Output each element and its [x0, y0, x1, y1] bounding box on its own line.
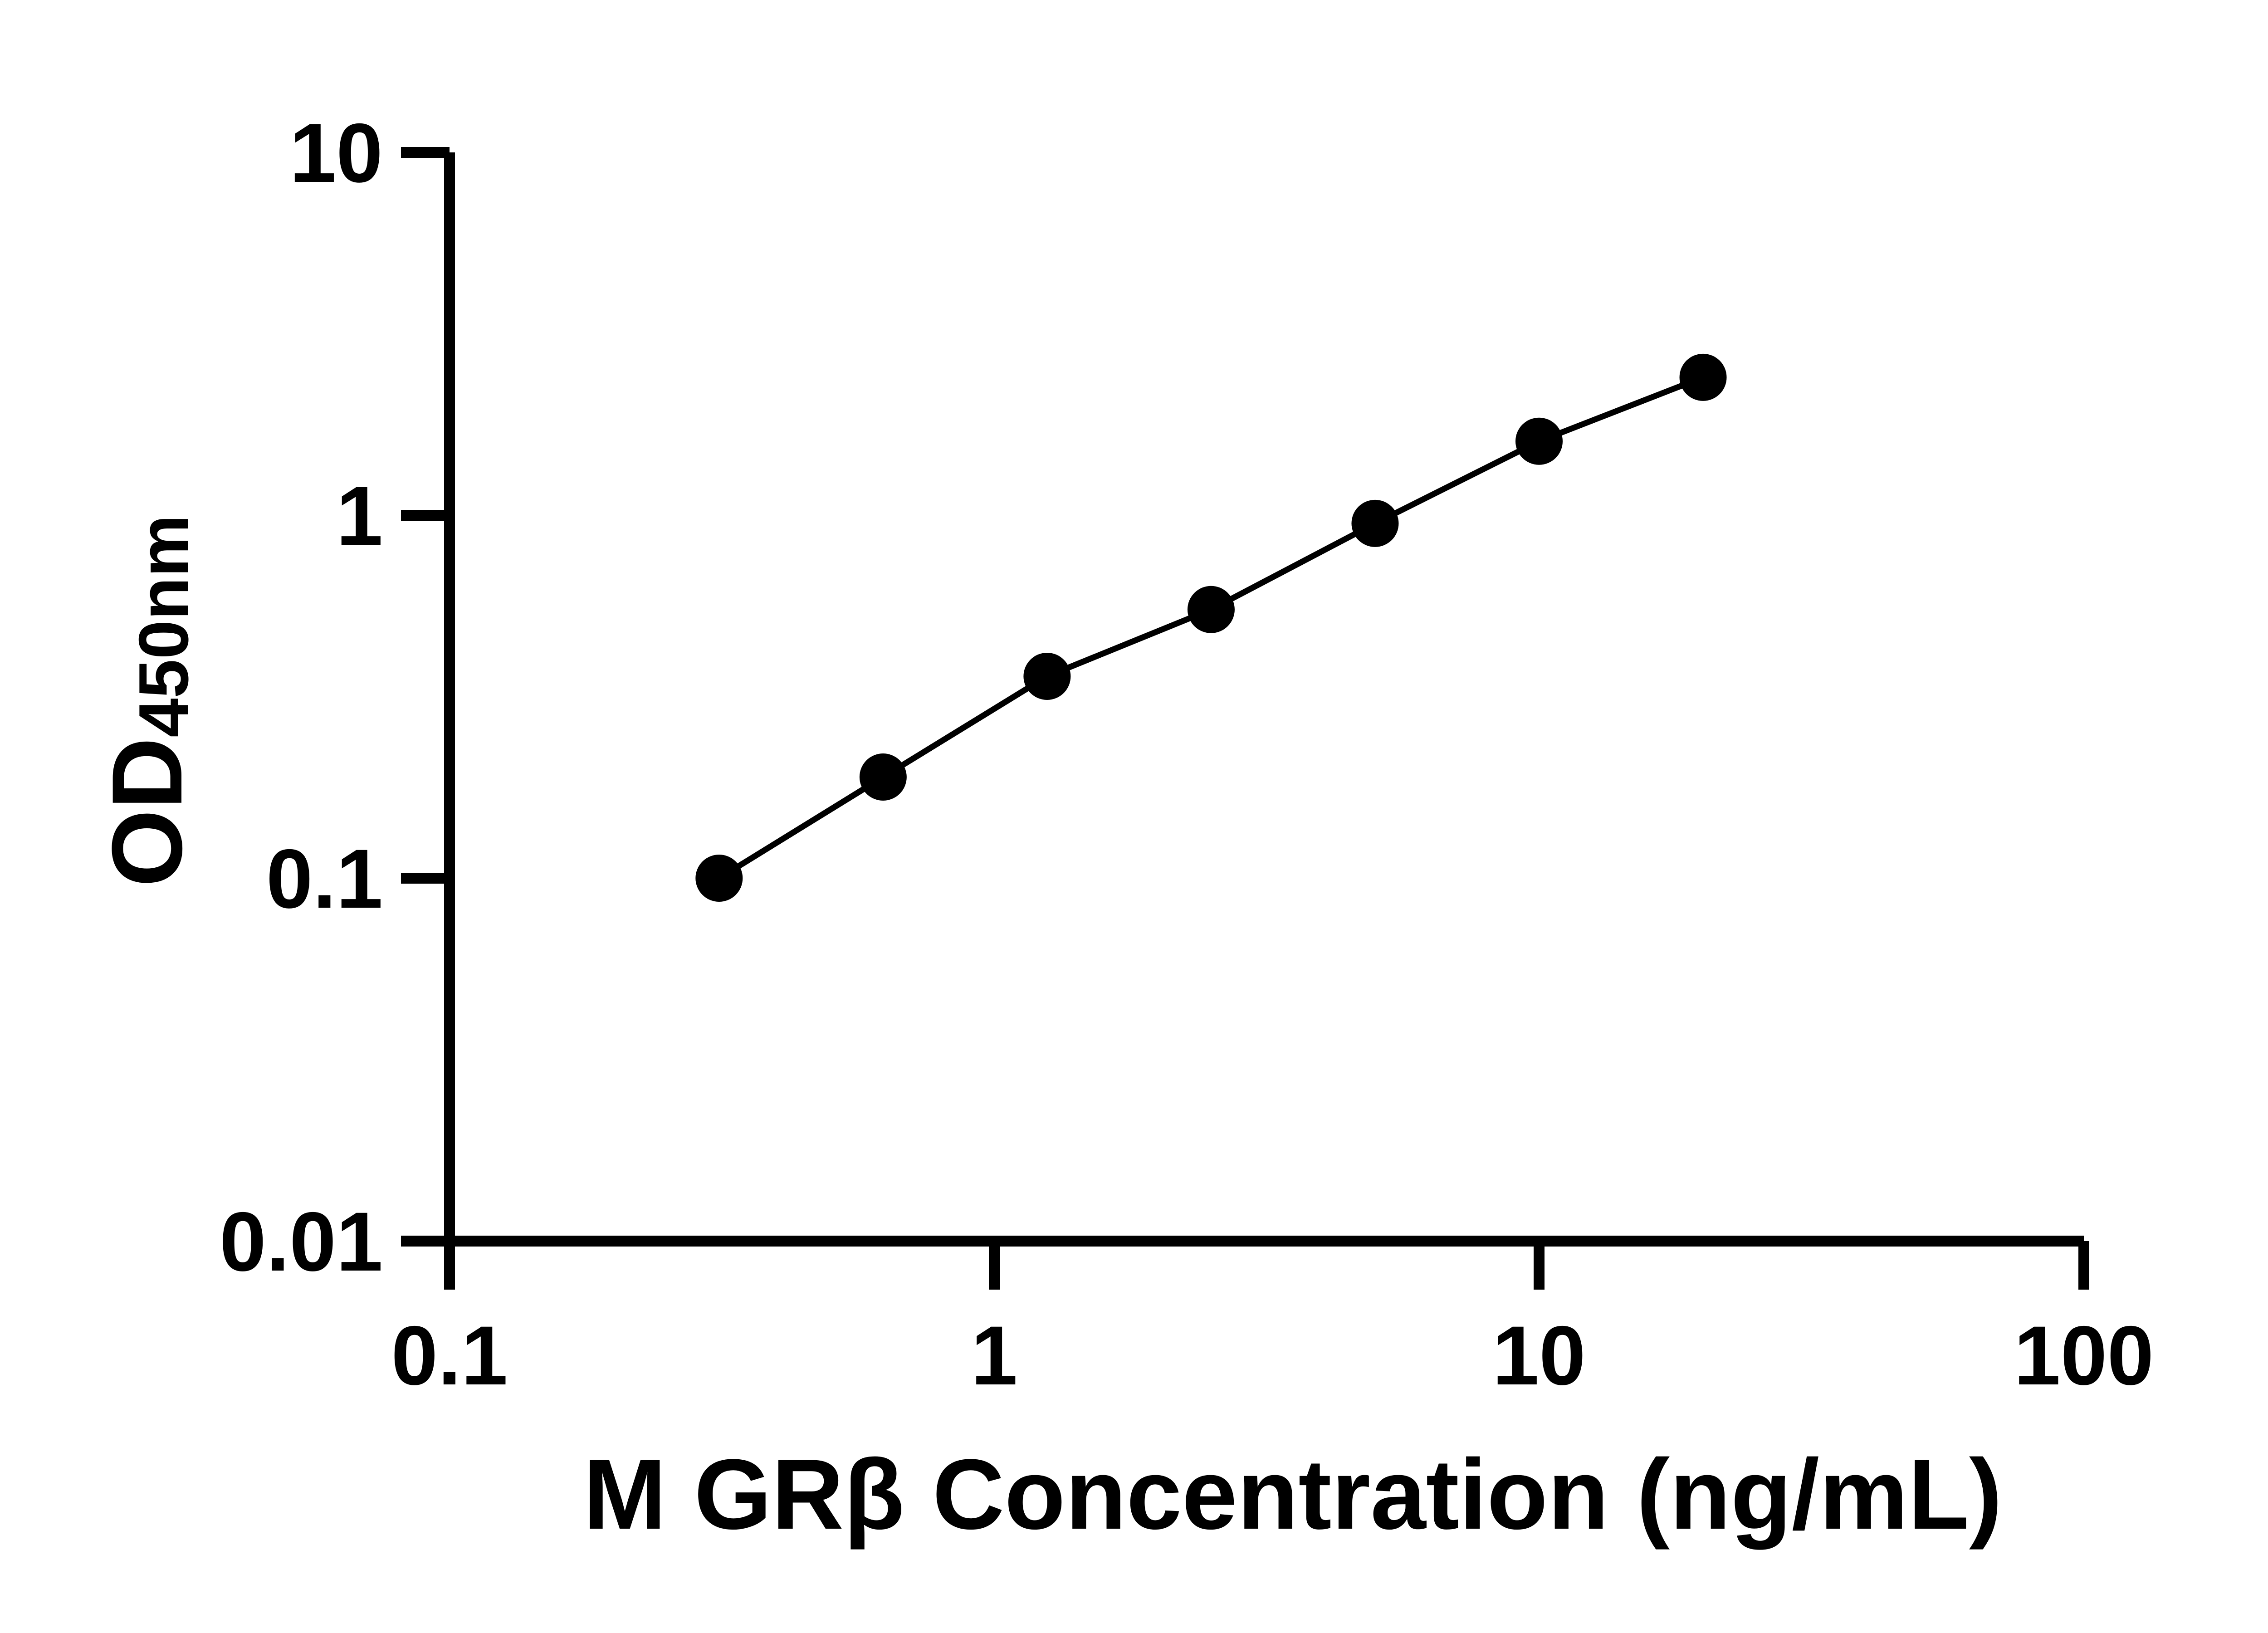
data-point [1515, 417, 1563, 465]
x-axis-ticks [444, 1241, 2089, 1290]
x-axis-tick-labels: 0.1 1 10 100 [391, 1309, 2154, 1403]
data-point [1187, 586, 1235, 633]
axes [401, 147, 2089, 1290]
x-tick-label: 1 [971, 1309, 1018, 1403]
data-point [859, 753, 907, 801]
y-axis-title-main: OD [91, 738, 203, 887]
y-axis-tick-labels: 10 1 0.1 0.01 [220, 107, 383, 1289]
data-point [695, 855, 743, 902]
x-tick-label: 10 [1492, 1309, 1586, 1403]
data-point [1679, 353, 1727, 401]
data-series [695, 353, 1727, 902]
y-axis-title-subscript: 450nm [124, 514, 203, 737]
data-point [1023, 652, 1071, 700]
y-tick-label: 0.1 [266, 832, 383, 926]
x-tick-label: 100 [2014, 1309, 2154, 1403]
y-tick-label: 1 [336, 469, 383, 563]
x-axis-title: M GRβ Concentration (ng/mL) [583, 1438, 2002, 1550]
y-tick-label: 0.01 [220, 1195, 383, 1289]
data-point [1351, 499, 1399, 547]
y-tick-label: 10 [289, 107, 383, 200]
y-axis-ticks [401, 147, 450, 1247]
x-tick-label: 0.1 [391, 1309, 508, 1403]
y-axis-title: OD450nm [91, 514, 203, 887]
